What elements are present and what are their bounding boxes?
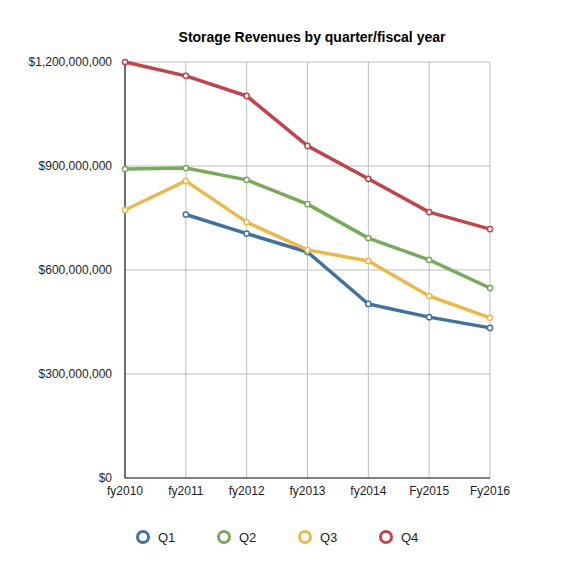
- series-marker: [366, 301, 371, 306]
- x-tick-label: Fy2016: [470, 484, 510, 498]
- series-marker: [183, 212, 188, 217]
- x-tick-label: Fy2015: [409, 484, 449, 498]
- grid-line-x: [368, 62, 369, 478]
- grid-line-x: [490, 62, 491, 478]
- y-tick-label: $1,200,000,000: [29, 55, 113, 69]
- series-marker: [122, 207, 127, 212]
- grid-line-x: [125, 62, 126, 478]
- x-tick-label: fy2010: [107, 484, 143, 498]
- series-marker: [183, 165, 188, 170]
- series-marker: [427, 210, 432, 215]
- grid-line: [125, 478, 490, 479]
- series-marker: [183, 73, 188, 78]
- series-marker: [244, 93, 249, 98]
- grid-line-x: [246, 62, 247, 478]
- legend-swatch: [300, 532, 311, 543]
- series-line: [125, 168, 490, 288]
- series-marker: [183, 178, 188, 183]
- series-line: [125, 62, 490, 229]
- legend: Q1 Q2 Q3 Q4: [138, 530, 419, 545]
- plot-area: [122, 59, 492, 330]
- series-marker: [305, 247, 310, 252]
- series-marker: [366, 258, 371, 263]
- legend-swatch: [219, 532, 230, 543]
- legend-label: Q1: [158, 530, 175, 545]
- title: Storage Revenues by quarter/fiscal year: [179, 29, 446, 45]
- y-tick-label: $300,000,000: [39, 367, 113, 381]
- series-line: [186, 215, 490, 328]
- y-axis: [124, 62, 125, 478]
- grid-line-x: [185, 62, 186, 478]
- series-marker: [487, 226, 492, 231]
- series-marker: [244, 231, 249, 236]
- series-marker: [427, 257, 432, 262]
- series-marker: [122, 59, 127, 64]
- legend-swatch: [381, 532, 392, 543]
- grid-line-x: [429, 62, 430, 478]
- x-tick-label: fy2013: [289, 484, 325, 498]
- series-marker: [487, 315, 492, 320]
- series-marker: [305, 143, 310, 148]
- legend-label: Q3: [320, 530, 337, 545]
- series-marker: [427, 293, 432, 298]
- grid-line-x: [307, 62, 308, 478]
- legend-label: Q4: [401, 530, 418, 545]
- y-tick-label: $0: [99, 471, 113, 485]
- series-marker: [427, 315, 432, 320]
- series-marker: [366, 176, 371, 181]
- series-line: [125, 181, 490, 318]
- series-marker: [487, 325, 492, 330]
- y-tick-label: $900,000,000: [39, 159, 113, 173]
- y-tick-label: $600,000,000: [39, 263, 113, 277]
- series-marker: [244, 220, 249, 225]
- x-tick-label: fy2011: [168, 484, 203, 498]
- series-marker: [366, 236, 371, 241]
- legend-swatch: [138, 532, 149, 543]
- series-marker: [305, 202, 310, 207]
- series-marker: [244, 177, 249, 182]
- x-tick-label: fy2012: [229, 484, 265, 498]
- series-marker: [122, 167, 127, 172]
- x-tick-label: fy2014: [350, 484, 386, 498]
- chart: Storage Revenues by quarter/fiscal year $…: [0, 0, 575, 573]
- legend-label: Q2: [239, 530, 256, 545]
- x-axis: [125, 477, 490, 478]
- series-marker: [487, 285, 492, 290]
